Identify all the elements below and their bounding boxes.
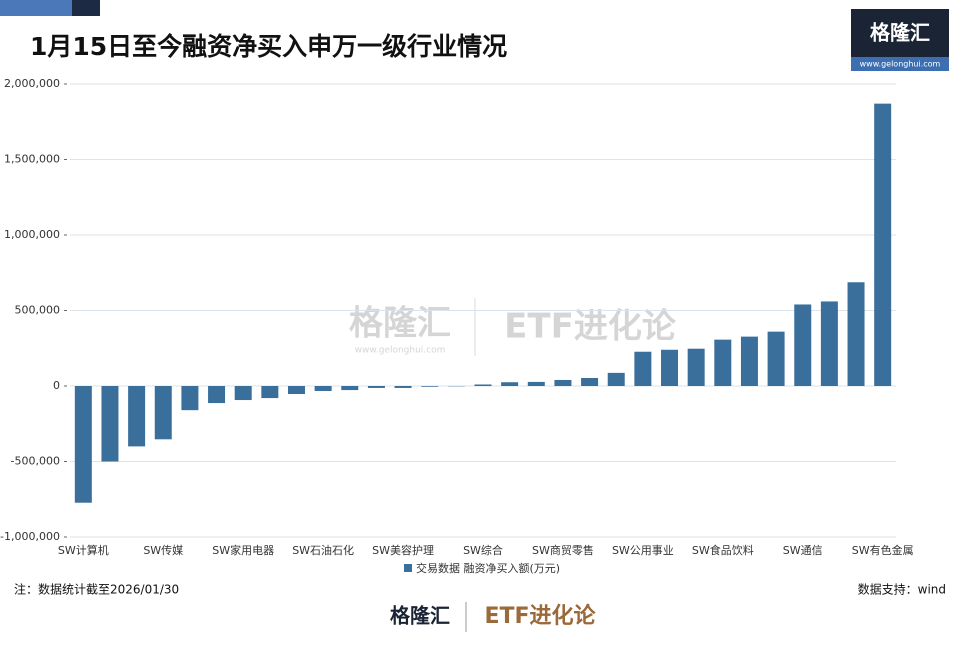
bar [128, 386, 145, 446]
header-block [0, 0, 72, 16]
y-tick-label: 500,000 [15, 304, 61, 317]
x-tick-label: SW公用事业 [612, 544, 674, 557]
x-tick-label: SW家用电器 [212, 543, 274, 557]
bar [874, 104, 891, 386]
bar [261, 386, 278, 398]
x-tick-label: SW有色金属 [852, 543, 914, 557]
bar [661, 350, 678, 386]
bar [794, 304, 811, 386]
source: 数据支持：wind [858, 582, 946, 597]
bar [101, 386, 118, 462]
note: 注：数据统计截至2026/01/30 [14, 582, 179, 597]
bar [741, 337, 758, 386]
bar [634, 352, 651, 386]
bar [688, 349, 705, 386]
bar [501, 382, 518, 386]
x-tick-label: SW传媒 [143, 544, 183, 557]
bar [341, 386, 358, 390]
bar [315, 386, 332, 391]
chart-title: 1月15日至今融资净买入申万一级行业情况 [30, 32, 507, 61]
bar [848, 282, 865, 386]
bar [288, 386, 305, 394]
y-tick-label: 0 [53, 379, 60, 392]
x-tick-label: SW综合 [463, 543, 503, 557]
header-block [72, 0, 100, 16]
x-tick-label: SW石油石化 [292, 543, 354, 557]
bar [475, 384, 492, 386]
bar [395, 386, 412, 388]
y-tick-label: 1,000,000 [4, 228, 60, 241]
watermark-brand: 格隆汇 [349, 304, 451, 344]
logo-brand: 格隆汇 [870, 21, 930, 45]
watermark-channel: ETF进化论 [504, 307, 677, 347]
y-tick-label: -1,000,000 [0, 530, 60, 543]
x-tick-label: SW食品饮料 [692, 543, 754, 557]
y-tick-label: -500,000 [11, 455, 60, 468]
y-tick-label: 1,500,000 [4, 153, 60, 166]
x-tick-label: SW美容护理 [372, 543, 434, 557]
y-tick-label: 2,000,000 [4, 77, 60, 90]
bar [608, 373, 625, 386]
bar [421, 386, 438, 387]
x-tick-label: SW计算机 [58, 543, 109, 557]
bar [581, 378, 598, 386]
bar [554, 380, 571, 386]
footer-channel: ETF进化论 [484, 603, 596, 629]
bar [155, 386, 172, 439]
logo-url: www.gelonghui.com [860, 60, 941, 69]
bar [181, 386, 198, 410]
footer-brand: 格隆汇 [390, 604, 450, 628]
bar [528, 382, 545, 386]
x-tick-label: SW通信 [783, 544, 823, 557]
bar [768, 332, 785, 386]
bar [821, 301, 838, 386]
bar [368, 386, 385, 388]
bar [208, 386, 225, 403]
legend-swatch [404, 564, 412, 572]
x-tick-label: SW商贸零售 [532, 543, 594, 557]
bar [75, 386, 92, 503]
bar [714, 340, 731, 386]
bar [235, 386, 252, 400]
watermark-url: www.gelonghui.com [355, 346, 446, 356]
legend-label: 交易数据 融资净买入额(万元) [416, 561, 560, 575]
watermark: 格隆汇 www.gelonghui.com ETF进化论 [349, 298, 677, 356]
